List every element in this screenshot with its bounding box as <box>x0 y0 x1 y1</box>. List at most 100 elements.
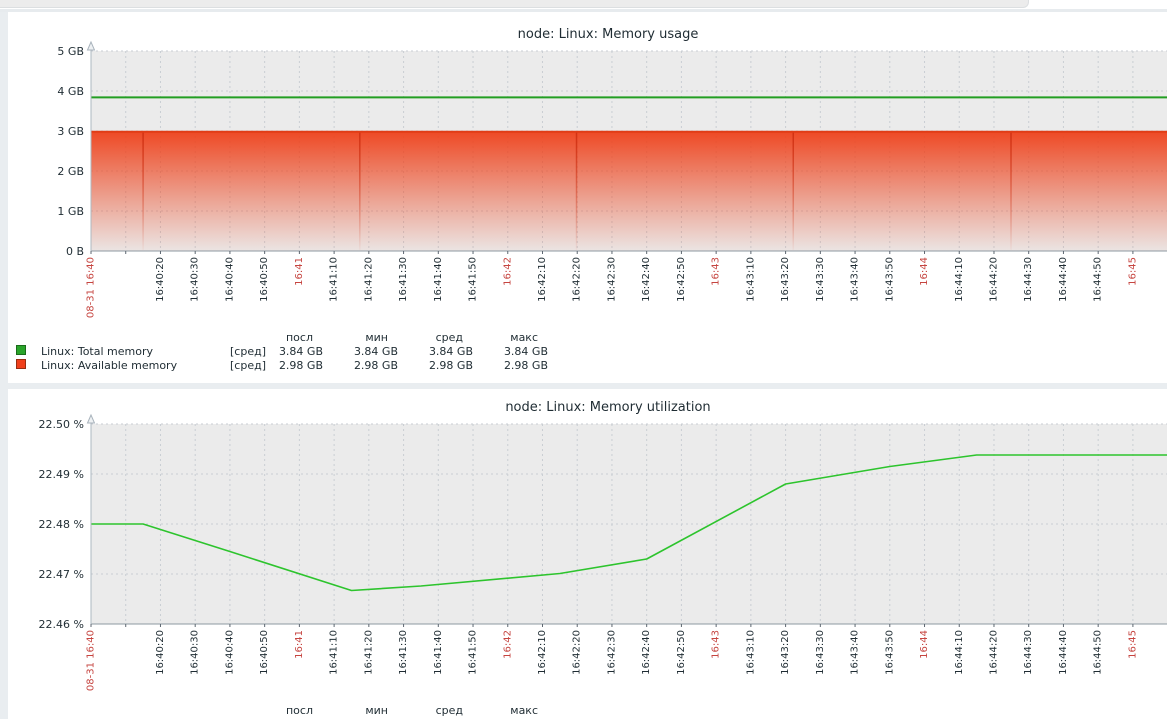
graph-legend: посл мин сред макс Linux: Total memory [сред]… <box>16 330 548 372</box>
x-axis-label: 16:40:50 <box>259 630 270 675</box>
x-axis-label: 16:42:30 <box>606 630 617 675</box>
x-axis-label: 16:41:50 <box>468 630 479 675</box>
x-axis-label: 16:44:20 <box>988 257 999 302</box>
x-axis-label: 16:41:50 <box>468 257 479 302</box>
legend-swatch-icon <box>16 359 26 369</box>
x-axis-label: 08-31 16:40 <box>86 257 97 318</box>
graph-title: node: Linux: Memory usage <box>517 27 699 42</box>
legend-row: Linux: Available memory [сред] 2.98 GB 2.98… <box>16 358 548 372</box>
graph-title: node: Linux: Memory utilization <box>505 400 711 415</box>
x-axis-label: 16:41:30 <box>398 257 409 302</box>
y-axis-label: 4 GB <box>57 85 84 98</box>
x-axis-label: 16:41 <box>294 630 305 659</box>
x-axis-label: 16:43 <box>711 257 722 286</box>
x-axis-label: 16:44:30 <box>1023 630 1034 675</box>
x-axis-label: 16:40:40 <box>224 257 235 302</box>
legend-stat-value: 3.84 GB <box>428 344 473 358</box>
x-axis-label: 16:45 <box>1127 630 1138 659</box>
header-divider <box>0 9 1167 12</box>
legend-stat-value: 2.98 GB <box>503 358 548 372</box>
x-axis-label: 16:43:40 <box>850 257 861 302</box>
y-axis-label: 22.46 % <box>39 618 84 631</box>
legend-stat-header: макс <box>510 703 538 717</box>
x-axis-label: 16:40:30 <box>190 630 201 675</box>
legend-aggregation: [сред] <box>230 358 266 372</box>
legend-swatch-icon <box>16 345 26 355</box>
x-axis-label: 16:41:30 <box>398 630 409 675</box>
x-axis-label: 16:43:10 <box>745 257 756 302</box>
legend-stat-header: макс <box>510 330 538 344</box>
x-axis-label: 16:42:40 <box>641 630 652 675</box>
legend-stat-value: 2.98 GB <box>428 358 473 372</box>
x-axis-label: 16:44:10 <box>954 257 965 302</box>
x-axis-label: 16:43:40 <box>850 630 861 675</box>
x-axis-label: 16:41:10 <box>329 630 340 675</box>
x-axis-label: 16:42:10 <box>537 630 548 675</box>
y-axis-label: 3 GB <box>57 125 84 138</box>
x-axis-label: 16:45 <box>1127 257 1138 286</box>
x-axis-label: 16:43 <box>711 630 722 659</box>
x-axis-label: 16:44:50 <box>1093 257 1104 302</box>
series-area-available-memory <box>91 131 1167 251</box>
x-axis-label: 16:40:30 <box>190 257 201 302</box>
x-axis-label: 16:43:50 <box>884 257 895 302</box>
legend-stat-header: мин <box>365 703 388 717</box>
x-axis-label: 16:42 <box>502 257 513 286</box>
x-axis-label: 16:42:40 <box>641 257 652 302</box>
x-axis-label: 16:43:20 <box>780 257 791 302</box>
y-axis-arrow-icon <box>86 40 96 51</box>
legend-stat-value: 3.84 GB <box>353 344 398 358</box>
y-axis-label: 1 GB <box>57 205 84 218</box>
x-axis-label: 16:43:30 <box>815 630 826 675</box>
x-axis-label: 16:40:50 <box>259 257 270 302</box>
x-axis-label: 16:41:10 <box>329 257 340 302</box>
x-axis-label: 16:44 <box>919 630 930 659</box>
x-axis-label: 16:43:20 <box>780 630 791 675</box>
legend-row: Linux: Total memory [сред] 3.84 GB 3.84 GB 3… <box>16 344 548 358</box>
y-axis-label: 22.47 % <box>39 568 84 581</box>
graph-canvas-memory-utilization[interactable]: 22.50 % 22.49 % 22.48 % 22.47 % 22.46 %08-31… <box>8 389 1167 719</box>
y-axis-label: 22.48 % <box>39 518 84 531</box>
legend-series-name: Linux: Total memory <box>41 344 153 358</box>
x-axis-label: 16:42 <box>502 630 513 659</box>
x-axis-label: 16:44:40 <box>1058 257 1069 302</box>
top-toolbar-edge <box>0 0 1029 8</box>
legend-series-name: Linux: Available memory <box>41 358 178 372</box>
x-axis-label: 16:43:50 <box>884 630 895 675</box>
y-axis-label: 2 GB <box>57 165 84 178</box>
legend-stat-header: посл <box>285 703 313 717</box>
x-axis-label: 16:40:20 <box>155 257 166 302</box>
y-axis-label: 5 GB <box>57 45 84 58</box>
x-axis-label: 16:43:30 <box>815 257 826 302</box>
y-axis-label: 22.49 % <box>39 468 84 481</box>
graph-legend: посл мин сред макс <box>16 703 548 717</box>
x-axis-label: 08-31 16:40 <box>86 630 97 691</box>
x-axis-label: 16:44:40 <box>1058 630 1069 675</box>
legend-stat-value: 2.98 GB <box>353 358 398 372</box>
x-axis-label: 16:41 <box>294 257 305 286</box>
legend-stat-value: 3.84 GB <box>278 344 323 358</box>
x-axis-label: 16:41:20 <box>363 630 374 675</box>
x-axis-label: 16:43:10 <box>745 630 756 675</box>
x-axis-label: 16:44:20 <box>988 630 999 675</box>
x-axis-label: 16:42:20 <box>572 630 583 675</box>
x-axis-label: 16:42:50 <box>676 630 687 675</box>
legend-stat-header: сред <box>435 330 463 344</box>
legend-stat-header: мин <box>365 330 388 344</box>
x-axis-label: 16:44 <box>919 257 930 286</box>
x-axis-label: 16:41:20 <box>363 257 374 302</box>
legend-header-row: посл мин сред макс <box>16 330 548 344</box>
x-axis-label: 16:42:10 <box>537 257 548 302</box>
legend-stat-value: 2.98 GB <box>278 358 323 372</box>
x-axis-label: 16:42:30 <box>606 257 617 302</box>
x-axis-label: 16:44:50 <box>1093 630 1104 675</box>
legend-header-row: посл мин сред макс <box>16 703 548 717</box>
widget-memory-utilization: node: Linux: Memory utilization 22.50 % 2… <box>8 389 1167 719</box>
legend-stat-header: посл <box>285 330 313 344</box>
x-axis-label: 16:42:50 <box>676 257 687 302</box>
x-axis-label: 16:40:40 <box>224 630 235 675</box>
y-axis-arrow-icon <box>86 413 96 424</box>
graph-canvas-memory-usage[interactable]: 5 GB 4 GB 3 GB 2 GB 1 GB 0 B08-31 16:40 16:40:… <box>8 12 1167 383</box>
widget-memory-usage: node: Linux: Memory usage 5 GB 4 GB 3 GB 2 … <box>8 12 1167 383</box>
